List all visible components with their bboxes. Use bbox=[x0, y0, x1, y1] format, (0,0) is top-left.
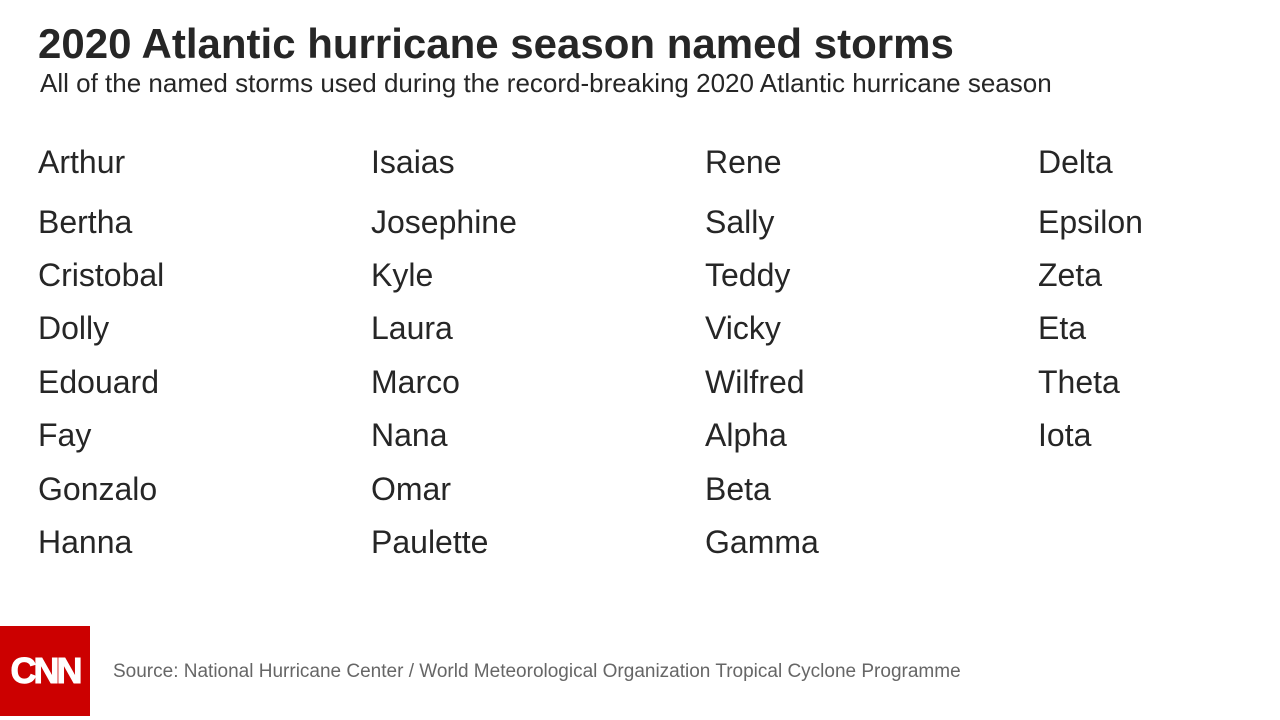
storm-name: Eta bbox=[1038, 310, 1087, 346]
storm-name: Josephine bbox=[371, 204, 517, 240]
storm-name: Wilfred bbox=[705, 364, 805, 400]
storm-name: Gamma bbox=[705, 524, 819, 560]
storm-name: Gonzalo bbox=[38, 471, 158, 507]
source-credit: Source: National Hurricane Center / Worl… bbox=[113, 661, 961, 682]
storm-name: Sally bbox=[705, 204, 775, 240]
storm-name: Laura bbox=[371, 310, 453, 346]
storm-names-grid: Arthur Bertha Cristobal Dolly Edouard Fa… bbox=[38, 144, 1143, 560]
storm-name: Theta bbox=[1038, 364, 1120, 400]
storm-name: Teddy bbox=[705, 257, 791, 293]
page-title: 2020 Atlantic hurricane season named sto… bbox=[38, 20, 954, 67]
storm-name: Kyle bbox=[371, 257, 434, 293]
cnn-logo: CNN bbox=[0, 626, 90, 716]
storm-name: Bertha bbox=[38, 204, 133, 240]
storm-name: Iota bbox=[1038, 417, 1092, 453]
storm-name: Vicky bbox=[705, 310, 781, 346]
storm-name: Cristobal bbox=[38, 257, 165, 293]
storm-name: Paulette bbox=[371, 524, 489, 560]
storm-name: Beta bbox=[705, 471, 771, 507]
storm-name: Rene bbox=[705, 144, 782, 180]
storm-name: Alpha bbox=[705, 417, 787, 453]
storm-name: Edouard bbox=[38, 364, 159, 400]
cnn-logo-text: CNN bbox=[10, 650, 83, 692]
storm-name: Zeta bbox=[1038, 257, 1103, 293]
storm-name: Dolly bbox=[38, 310, 110, 346]
storm-name: Marco bbox=[371, 364, 460, 400]
storm-name: Epsilon bbox=[1038, 204, 1143, 240]
storm-name: Hanna bbox=[38, 524, 133, 560]
storm-name: Nana bbox=[371, 417, 448, 453]
storm-name: Fay bbox=[38, 417, 92, 453]
storm-name: Delta bbox=[1038, 144, 1113, 180]
storm-name: Arthur bbox=[38, 144, 126, 180]
storm-name: Omar bbox=[371, 471, 451, 507]
page-subtitle: All of the named storms used during the … bbox=[40, 68, 1052, 98]
storm-name: Isaias bbox=[371, 144, 455, 180]
